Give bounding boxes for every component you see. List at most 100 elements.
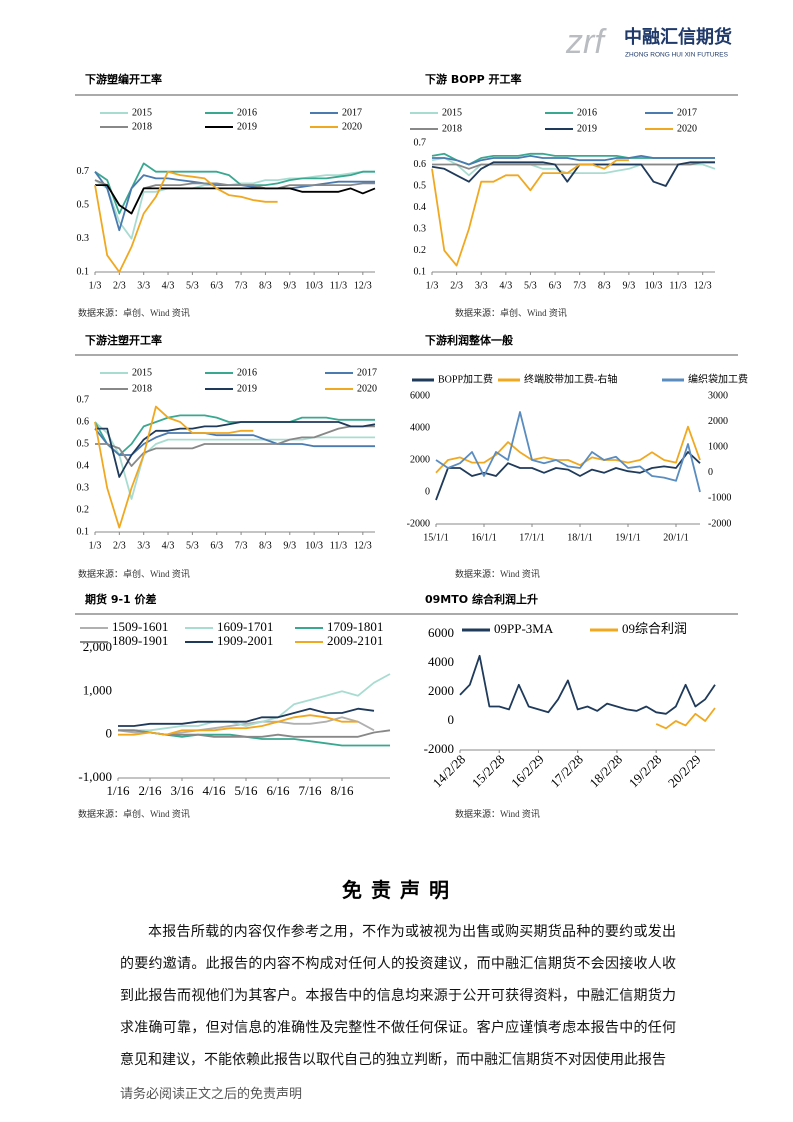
x-tick-label: 2/3: [113, 540, 126, 551]
legend-label: 2016: [237, 367, 257, 378]
chart-title: 期货 9-1 价差: [85, 592, 157, 606]
x-tick-label: 10/3: [305, 540, 323, 551]
y-tick-label: 0.1: [77, 266, 90, 277]
y-tick-label: 0: [448, 712, 455, 727]
x-tick-label: 11/3: [330, 280, 347, 291]
legend-label: 2015: [442, 107, 462, 118]
x-tick-label: 12/3: [354, 540, 372, 551]
x-tick-label: 8/16: [330, 783, 354, 798]
logo-mark: zrf: [565, 23, 607, 61]
y-tick-label: 1,000: [83, 682, 112, 697]
x-tick-label: 18/1/1: [567, 532, 593, 543]
y-tick-label: 6000: [428, 625, 454, 640]
series-line: [94, 405, 254, 529]
x-tick-label: 15/1/1: [423, 532, 449, 543]
legend-label: 2020: [677, 123, 697, 134]
series-line: [118, 729, 390, 747]
chart-title: 09MTO 综合利润上升: [425, 592, 538, 606]
legend-label: 2017: [677, 107, 697, 118]
legend-label: 2019: [237, 383, 257, 394]
series-line: [459, 654, 716, 715]
chart-title: 下游 BOPP 开工率: [425, 72, 522, 86]
y2-tick-label: 1000: [708, 441, 728, 452]
series-line: [432, 161, 715, 170]
x-tick-label: 5/3: [186, 540, 199, 551]
x-tick-label: 9/3: [622, 280, 635, 291]
legend-label: 2015: [132, 107, 152, 118]
x-tick-label: 20/2/29: [665, 752, 704, 791]
x-tick-label: 8/3: [598, 280, 611, 291]
x-tick-label: 5/3: [186, 280, 199, 291]
x-tick-label: 18/2/28: [586, 752, 625, 791]
y-tick-label: 0.3: [77, 482, 90, 493]
legend-label: 2017: [342, 107, 362, 118]
legend-label: BOPP加工费: [438, 372, 493, 385]
x-tick-label: 16/1/1: [471, 532, 497, 543]
x-tick-label: 6/3: [210, 280, 223, 291]
y-tick-label: 0.1: [414, 266, 427, 277]
x-tick-label: 11/3: [330, 540, 347, 551]
series-line: [435, 425, 701, 474]
x-tick-label: 3/3: [137, 280, 150, 291]
x-tick-label: 8/3: [259, 280, 272, 291]
x-tick-label: 12/3: [354, 280, 372, 291]
x-tick-label: 5/3: [524, 280, 537, 291]
legend-label: 2015: [132, 367, 152, 378]
series-line: [94, 170, 278, 273]
x-tick-label: 7/3: [235, 540, 248, 551]
legend-label: 2019: [577, 123, 597, 134]
x-tick-label: 3/3: [475, 280, 488, 291]
series-line: [95, 184, 376, 215]
series-line: [94, 414, 375, 456]
series-line: [655, 707, 716, 730]
y-tick-label: 0.5: [77, 199, 90, 210]
footer: 请务必阅读正文之后的免责声明: [120, 1086, 303, 1101]
source-note: 数据来源：Wind 资讯: [455, 808, 540, 819]
chart-title: 下游注塑开工率: [85, 333, 162, 347]
y-tick-label: 2000: [410, 454, 430, 465]
legend-label: 1909-2001: [217, 633, 273, 648]
x-tick-label: 9/3: [283, 280, 296, 291]
legend-label: 09综合利润: [622, 621, 687, 636]
x-tick-label: 2/3: [113, 280, 126, 291]
legend-label: 1609-1701: [217, 619, 273, 634]
x-tick-label: 3/3: [137, 540, 150, 551]
y2-tick-label: 3000: [708, 390, 728, 401]
legend-label: 编织袋加工费: [688, 372, 748, 385]
series-line: [118, 707, 375, 727]
x-tick-label: 14/2/28: [430, 752, 469, 791]
legend-label: 2009-2101: [327, 633, 383, 648]
legend-label: 2018: [132, 383, 152, 394]
legend-label: 1709-1801: [327, 619, 383, 634]
series-line: [94, 428, 375, 456]
x-tick-label: 7/16: [298, 783, 322, 798]
x-tick-label: 19/1/1: [615, 532, 641, 543]
x-tick-label: 6/3: [549, 280, 562, 291]
y-tick-label: 0.3: [414, 223, 427, 234]
y-tick-label: 0.7: [77, 394, 90, 405]
x-tick-label: 17/1/1: [519, 532, 545, 543]
chart-title: 下游塑编开工率: [85, 72, 162, 86]
y-tick-label: 0: [106, 726, 113, 741]
x-tick-label: 7/3: [235, 280, 248, 291]
y-tick-label: -2000: [424, 741, 454, 756]
legend-label: 终端胶带加工费-右轴: [524, 372, 617, 385]
y-tick-label: 0.2: [77, 504, 90, 515]
y-tick-label: 0.6: [77, 416, 90, 427]
legend-label: 2018: [132, 121, 152, 132]
logo-cn: 中融汇信期货: [624, 26, 732, 48]
source-note: 数据来源：Wind 资讯: [455, 568, 540, 579]
x-tick-label: 3/16: [170, 783, 194, 798]
chart-title: 下游利润整体一般: [425, 333, 513, 347]
y-tick-label: 0: [425, 486, 430, 497]
x-tick-label: 7/3: [573, 280, 586, 291]
legend-label: 2017: [357, 367, 377, 378]
x-tick-label: 1/3: [89, 280, 102, 291]
legend-label: 2020: [342, 121, 362, 132]
y-tick-label: 4000: [428, 654, 454, 669]
y-tick-label: 0.4: [414, 202, 427, 213]
x-tick-label: 12/3: [694, 280, 712, 291]
x-tick-label: 8/3: [259, 540, 272, 551]
source-note: 数据来源：卓创、Wind 资讯: [78, 568, 190, 579]
